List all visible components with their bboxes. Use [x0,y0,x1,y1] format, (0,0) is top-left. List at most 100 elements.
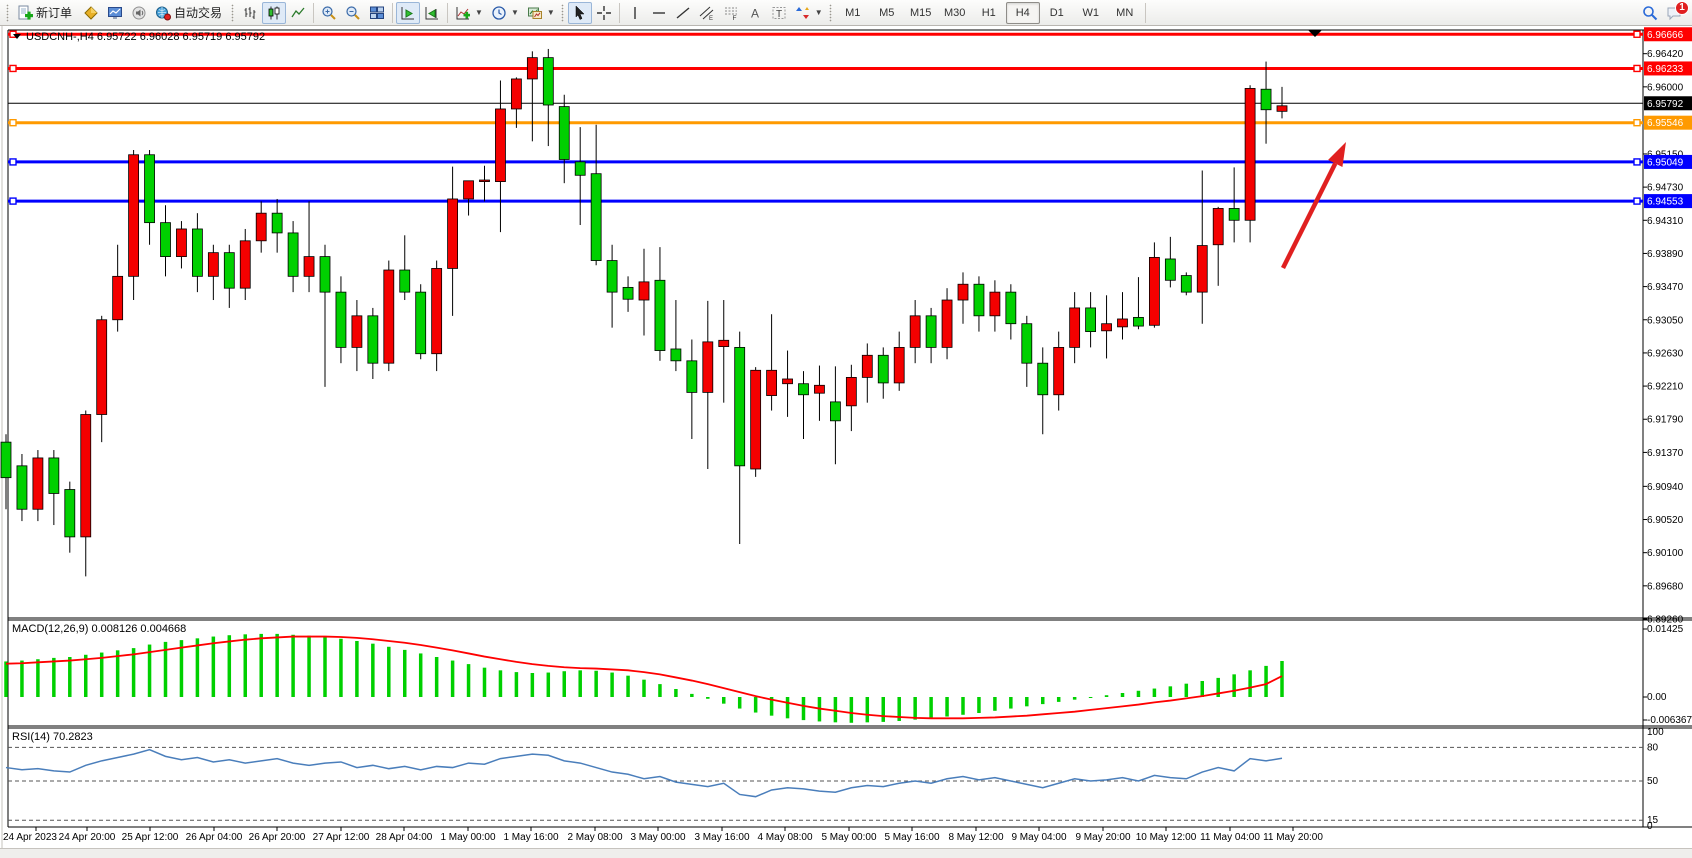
sound-button[interactable] [127,2,151,24]
rsi-axis-label: 15 [1647,815,1659,826]
candlestick-mode-button[interactable] [262,1,287,24]
horizontal-line-tool-button[interactable] [647,2,671,24]
candle-body [670,348,682,362]
zoom-out-button[interactable] [341,2,365,24]
candle-body [319,256,331,293]
tab-timeframe-h1[interactable]: H1 [981,6,996,19]
tab-timeframe-d1[interactable]: D1 [1049,6,1064,19]
notifications-button[interactable]: 1 [1666,0,1689,21]
zoom-in-button[interactable] [317,2,341,24]
macd-histogram-bar [339,638,343,697]
macd-histogram-bar [371,643,375,697]
crosshair-button[interactable] [592,2,616,24]
candle-body [989,291,1001,317]
candle-body [734,346,746,467]
arrows-tool-button[interactable]: ▼ [791,2,827,24]
template-button[interactable]: ▼ [523,2,559,24]
text-label-icon: T [772,6,786,20]
macd-histogram-bar [578,670,582,697]
toolbar: 新订单 自动交易 [0,0,1692,26]
text-label-tool-button[interactable]: T [767,2,791,24]
macd-label: MACD(12,26,9) 0.008126 0.004668 [12,623,186,635]
macd-histogram-bar [897,697,901,721]
periods-button[interactable]: ▼ [487,2,523,24]
price-tick-label: 6.91790 [1647,415,1684,426]
chart-shift-button[interactable] [420,2,444,24]
cursor-button[interactable] [567,1,592,24]
line-handle[interactable] [9,197,17,205]
trendline-tool-button[interactable] [671,2,695,24]
tab-timeframe-m5[interactable]: M5 [879,6,895,19]
macd-histogram-bar [131,648,136,697]
tab-timeframe-mn[interactable]: MN [1116,6,1134,19]
cursor-arrow-icon [575,4,585,20]
candle-body [431,268,443,355]
price-line-badge [1644,27,1692,42]
bar-chart-mode-button[interactable] [238,2,262,24]
indicators-button[interactable]: ▼ [451,2,487,24]
macd-histogram-bar [801,697,806,721]
candle-body [1164,258,1176,281]
line-chart-mode-button[interactable] [286,2,310,24]
candle-body [1149,256,1160,326]
auto-trading-button[interactable]: 自动交易 [151,2,229,24]
candle-body [176,228,187,257]
line-handle[interactable] [1633,158,1641,166]
fibonacci-tool-button[interactable]: F [719,2,743,24]
svg-text:F: F [732,15,736,21]
macd-axis-label: 0.00 [1647,692,1667,703]
tile-windows-icon [370,6,385,19]
trend-arrow-head[interactable] [1328,142,1346,168]
symbol-dropdown-icon[interactable] [13,34,21,39]
candle-body [1196,245,1208,293]
line-handle[interactable] [1633,197,1641,205]
tab-timeframe-m1[interactable]: M1 [845,6,861,19]
clock-icon [492,5,506,20]
chevron-down-icon: ▼ [510,8,519,17]
candle-body [718,339,730,348]
line-handle[interactable] [9,118,17,127]
candle-body [191,228,203,277]
line-handle[interactable] [9,64,17,73]
candle-body [877,354,889,384]
candle-body [1069,307,1081,348]
candle-body [957,283,969,301]
macd-histogram-bar [1232,674,1236,697]
toolbar-grip[interactable] [230,3,236,22]
tab-timeframe-m15[interactable]: M15 [910,6,932,19]
macd-histogram-bar [147,644,152,697]
text-tool-button[interactable]: A [743,2,767,24]
trend-arrow[interactable] [1280,162,1338,270]
toolbar-grip[interactable] [5,3,10,22]
search-icon[interactable] [1642,5,1658,21]
toolbar-grip[interactable] [827,3,833,22]
candle-body [48,457,60,494]
line-handle[interactable] [1633,118,1641,127]
tab-timeframe-w1[interactable]: W1 [1082,6,1099,19]
tab-timeframe-h4[interactable]: H4 [1005,1,1040,24]
line-handle[interactable] [1633,64,1641,73]
new-order-button[interactable]: 新订单 [13,2,79,24]
candle-body [64,489,76,538]
candle-body [287,232,299,277]
macd-histogram-bar [1120,693,1125,697]
auto-scroll-button[interactable] [396,1,421,24]
rsi-axis-label: 50 [1647,776,1659,787]
macd-histogram-bar [387,646,391,697]
tile-windows-button[interactable] [365,2,389,24]
toolbar-grip[interactable] [559,3,565,22]
indicators-icon [456,6,471,19]
market-watch-button[interactable] [103,2,127,24]
vertical-line-tool-button[interactable] [623,2,647,24]
line-handle[interactable] [1633,30,1641,38]
macd-histogram-bar [36,659,40,697]
styler-button[interactable] [79,2,103,24]
line-handle[interactable] [9,158,17,166]
time-axis-label: 5 May 16:00 [884,832,939,843]
chart-canvas[interactable]: 6.964206.960006.951506.947306.943106.938… [0,26,1692,848]
tab-timeframe-m30[interactable]: M30 [944,6,966,19]
channel-tool-button[interactable]: E [695,2,719,24]
price-line-badge [1644,154,1692,169]
price-tick-label: 6.93050 [1647,315,1684,326]
candle-body [909,315,921,348]
